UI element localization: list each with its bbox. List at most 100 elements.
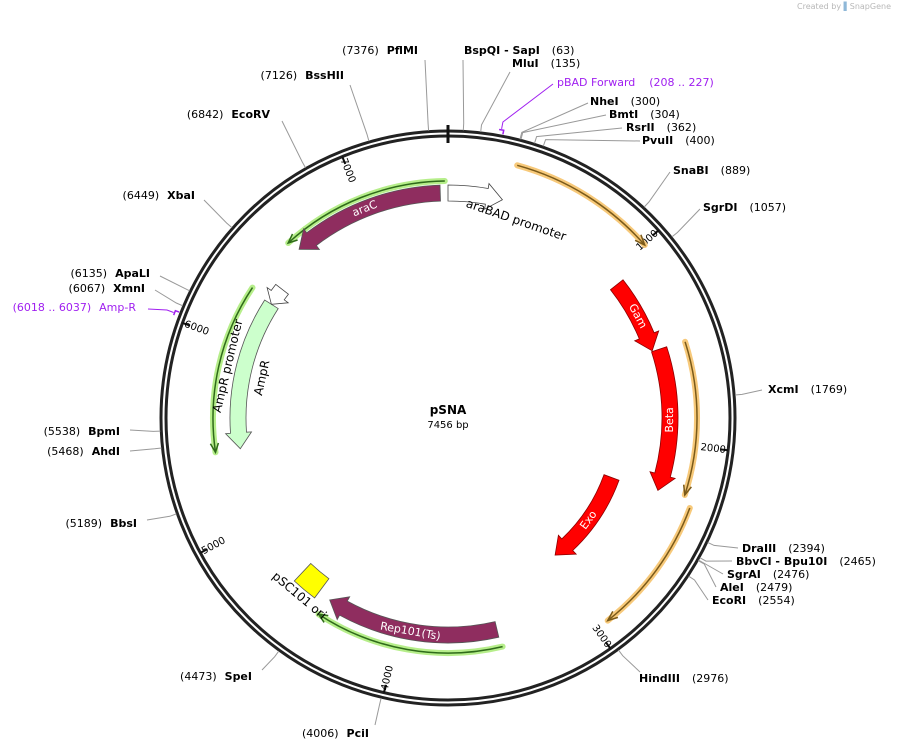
enzyme-position: 6135 [75,267,103,280]
enzyme-position: 7126 [265,69,293,82]
track-line[interactable] [517,164,646,246]
enzyme-site-label[interactable]: (5189) BbsI [66,517,138,530]
enzyme-site-label[interactable]: MluI (135) [512,57,580,70]
tick-label: 7000 [338,157,358,185]
enzyme-site-label[interactable]: (6135) ApaLI [70,267,150,280]
enzyme-site-label[interactable]: BbvCI - Bpu10I (2465) [736,555,876,568]
primer-range: (6018 .. 6037) [13,301,92,314]
enzyme-site-label[interactable]: (6067) XmnI [69,282,145,295]
enzyme-position: 2394 [793,542,821,555]
feature-arabad-promoter[interactable] [447,182,504,210]
enzyme-site-label[interactable]: DraIII (2394) [742,542,825,555]
primer-label[interactable]: (6018 .. 6037) Amp-R [13,301,137,314]
enzyme-name: XbaI [167,189,195,202]
enzyme-name: AhdI [92,445,120,458]
enzyme-position: 2465 [844,555,872,568]
enzyme-leader-line [698,559,724,575]
enzyme-site-label[interactable]: (7376) PflMI [342,44,418,57]
enzyme-name: SpeI [225,670,252,683]
enzyme-position: 2554 [762,594,790,607]
enzyme-leader-line [519,102,589,140]
track-arrowhead-icon [209,442,220,455]
enzyme-leader-line [618,649,641,673]
enzyme-leader-line [146,513,177,521]
backbone-outer-ring [159,129,737,707]
enzyme-name: EcoRI [712,594,746,607]
enzyme-leader-line [129,429,161,432]
enzyme-name: MluI [512,57,539,70]
track-line[interactable] [318,613,503,654]
snapgene-logo-icon: ▌ [843,2,850,11]
enzyme-site-label[interactable]: (7126) BssHII [261,69,344,82]
enzyme-site-label[interactable]: (6842) EcoRV [187,108,271,121]
enzyme-leader-line [542,139,641,147]
enzyme-position: 400 [690,134,711,147]
feature-beta[interactable] [649,346,679,492]
backbone-inner-ring [164,134,732,702]
enzyme-position: 4473 [184,670,212,683]
feature-label: AmpR [251,359,272,397]
enzyme-site-label[interactable]: EcoRI (2554) [712,594,795,607]
enzyme-name: BbsI [110,517,137,530]
enzyme-leader-line [129,447,162,452]
track-arrowhead-icon [634,234,647,247]
enzyme-position: 6067 [73,282,101,295]
enzyme-site-label[interactable]: (5538) BpmI [44,425,120,438]
enzyme-site-label[interactable]: SgrDI (1057) [703,201,786,214]
feature-gam[interactable] [609,279,660,352]
enzyme-name: SgrDI [703,201,737,214]
enzyme-name: NheI [590,95,619,108]
enzyme-site-label[interactable]: NheI (300) [590,95,660,108]
feature-rep101-ts-[interactable] [329,596,500,644]
enzyme-site-label[interactable]: PvuII (400) [642,134,715,147]
enzyme-position: 6449 [127,189,155,202]
enzyme-position: 1057 [754,201,782,214]
enzyme-site-label[interactable]: BmtI (304) [609,108,680,121]
enzyme-leader-line [699,557,733,562]
enzyme-name: DraIII [742,542,776,555]
enzyme-site-label[interactable]: SgrAI (2476) [727,568,809,581]
enzyme-site-label[interactable]: AleI (2479) [720,581,792,594]
enzyme-leader-line [154,289,183,307]
enzyme-position: 2976 [696,672,724,685]
primer-name: pBAD Forward [557,76,635,89]
enzyme-position: 300 [635,95,656,108]
track-line[interactable] [607,507,691,622]
enzyme-leader-line [281,120,306,168]
enzyme-site-label[interactable]: XcmI (1769) [768,383,847,396]
enzyme-site-label[interactable]: SnaBI (889) [673,164,750,177]
feature-psc101-ori[interactable] [293,562,330,599]
enzyme-site-label[interactable]: (4006) PciI [302,727,369,740]
feature-exo[interactable] [554,474,620,556]
primer-leader-line [501,83,554,129]
primer-name: Amp-R [99,301,136,314]
enzyme-name: PflMI [387,44,418,57]
primer-binding-site[interactable] [498,128,505,135]
enzyme-name: AleI [720,581,744,594]
enzyme-site-label[interactable]: BspQI - SapI (63) [464,44,574,57]
primer-binding-site[interactable] [172,309,180,316]
track-arrowhead-icon [606,610,619,622]
enzyme-site-label[interactable]: RsrII (362) [626,121,696,134]
enzyme-site-label[interactable]: (6449) XbaI [123,189,195,202]
tick-mark [341,156,347,165]
tick-mark [720,448,729,452]
primer-label[interactable]: pBAD Forward (208 .. 227) [557,76,714,89]
track-line[interactable] [212,287,254,453]
enzyme-position: 6842 [191,108,219,121]
enzyme-site-label[interactable]: (4473) SpeI [180,670,252,683]
tick-mark [604,641,612,650]
enzyme-name: ApaLI [115,267,150,280]
enzyme-site-label[interactable]: (5468) AhdI [47,445,120,458]
enzyme-leader-line [688,575,709,601]
enzyme-name: SgrAI [727,568,761,581]
track-line[interactable] [684,341,698,496]
enzyme-site-label[interactable]: HindIII (2976) [639,672,729,685]
feature-ampr-promoter[interactable] [266,283,290,305]
enzyme-leader-line [424,59,430,131]
enzyme-leader-line [349,84,370,142]
feature-ampr[interactable] [224,299,279,450]
feature-arac[interactable] [298,184,441,250]
